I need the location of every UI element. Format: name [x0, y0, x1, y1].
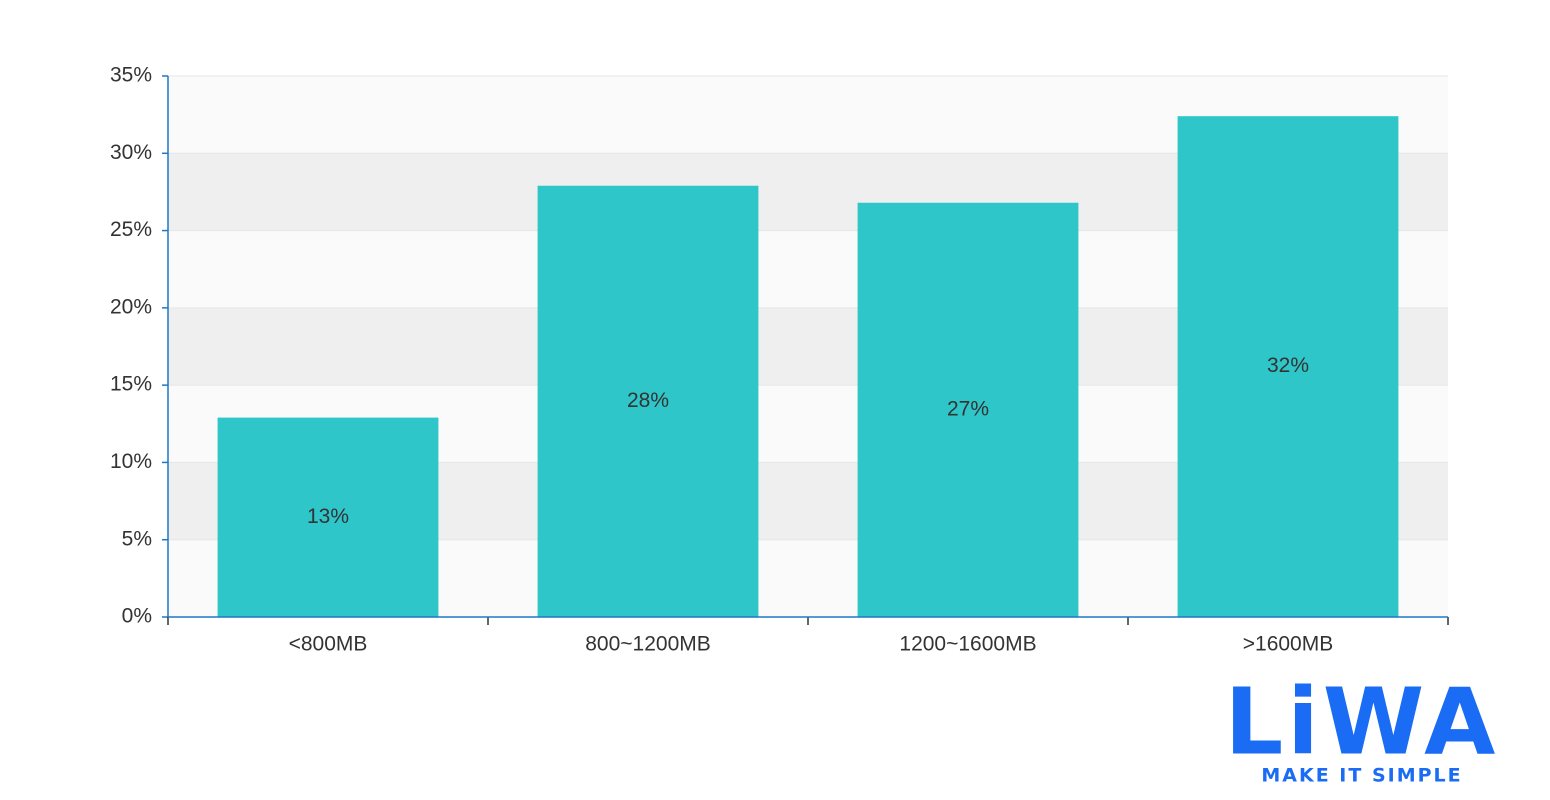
bar	[217, 417, 439, 617]
data-label: 28%	[627, 389, 669, 412]
y-tick-label: 15%	[110, 373, 152, 396]
data-label: 13%	[307, 505, 349, 528]
x-tick-label: 800~1200MB	[585, 633, 711, 656]
y-tick-label: 5%	[122, 527, 152, 550]
x-tick-label: <800MB	[289, 633, 368, 656]
logo: LiWA	[1225, 668, 1500, 775]
data-label: 27%	[947, 397, 989, 420]
y-tick-label: 0%	[122, 605, 152, 628]
plot: 0% 5% 10% 15% 20% 25% 30% 35% <800MB 13% 800~1200M…	[110, 64, 1449, 656]
y-tick-label: 25%	[110, 218, 152, 241]
y-tick-label: 10%	[110, 450, 152, 473]
y-tick-label: 30%	[110, 141, 152, 164]
y-tick-label: 20%	[110, 295, 152, 318]
bar	[1177, 116, 1399, 617]
logo-tagline: MAKE IT SIMPLE	[1261, 765, 1462, 787]
x-tick-label: >1600MB	[1243, 633, 1333, 656]
y-tick-label: 35%	[110, 64, 152, 87]
x-tick-label: 1200~1600MB	[899, 633, 1036, 656]
bar	[537, 185, 759, 617]
data-label: 32%	[1267, 354, 1309, 377]
bar	[857, 202, 1079, 617]
